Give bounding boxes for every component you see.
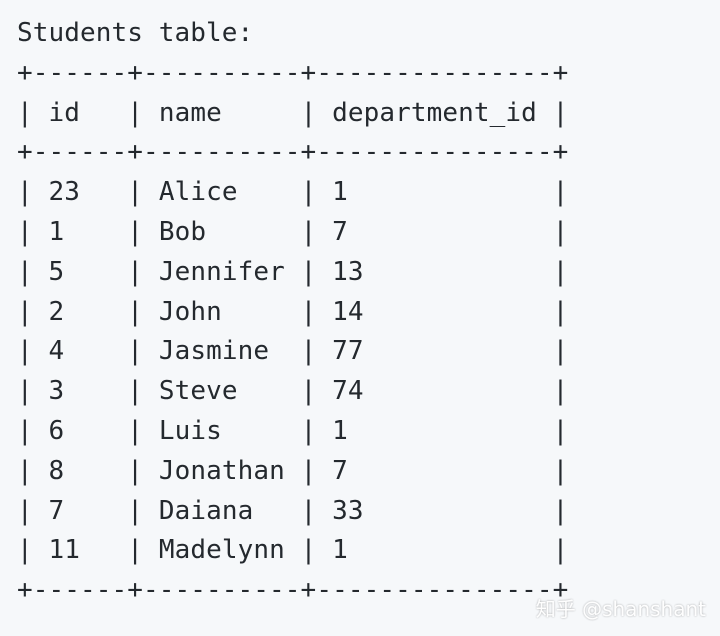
- table-border-bottom: +------+----------+---------------+: [17, 575, 569, 606]
- table-header-row: | id | name | department_id |: [17, 97, 569, 128]
- table-row: | 8 | Jonathan | 7 |: [17, 455, 569, 486]
- cell-department-id: 1: [332, 415, 348, 446]
- cell-name: Steve: [158, 376, 238, 407]
- table-border-mid: +------+----------+---------------+: [17, 137, 569, 168]
- cell-department-id: 77: [332, 336, 364, 367]
- cell-name: Jennifer: [158, 256, 285, 287]
- table-row: | 2 | John | 14 |: [17, 296, 569, 327]
- cell-id: 2: [48, 296, 65, 327]
- cell-name: Alice: [158, 177, 238, 208]
- table-border-top: +------+----------+---------------+: [17, 57, 569, 88]
- cell-department-id: 7: [332, 455, 348, 486]
- header-department-id: department_id: [332, 97, 537, 128]
- cell-department-id: 13: [332, 256, 364, 287]
- cell-department-id: 7: [332, 216, 348, 247]
- table-row: | 7 | Daiana | 33 |: [17, 495, 569, 526]
- table-row: | 6 | Luis | 1 |: [17, 415, 569, 446]
- table-row: | 3 | Steve | 74 |: [17, 376, 569, 407]
- cell-name: John: [158, 296, 222, 327]
- table-row: | 23 | Alice | 1 |: [17, 177, 569, 208]
- cell-id: 6: [48, 415, 65, 446]
- table-title: Students table:: [17, 18, 254, 48]
- cell-name: Luis: [158, 415, 222, 446]
- cell-department-id: 33: [332, 495, 364, 526]
- table-row: | 4 | Jasmine | 77 |: [17, 336, 569, 367]
- table-row: | 1 | Bob | 7 |: [17, 216, 569, 247]
- header-name: name: [158, 97, 222, 128]
- cell-id: 5: [48, 256, 65, 287]
- students-table-block: Students table: +------+----------+------…: [17, 14, 568, 611]
- cell-name: Madelynn: [158, 535, 285, 566]
- cell-department-id: 14: [332, 296, 364, 327]
- cell-department-id: 1: [332, 177, 348, 208]
- cell-department-id: 74: [332, 376, 364, 407]
- cell-id: 1: [48, 216, 65, 247]
- watermark-text: 知乎 @shanshant: [535, 597, 706, 621]
- table-row: | 5 | Jennifer | 13 |: [17, 256, 569, 287]
- cell-id: 7: [48, 495, 65, 526]
- cell-id: 3: [48, 376, 65, 407]
- cell-name: Jonathan: [158, 455, 285, 486]
- cell-department-id: 1: [332, 535, 348, 566]
- table-row: | 11 | Madelynn | 1 |: [17, 535, 569, 566]
- header-id: id: [48, 97, 81, 128]
- cell-name: Bob: [158, 216, 207, 247]
- cell-name: Daiana: [158, 495, 254, 526]
- cell-id: 23: [48, 177, 81, 208]
- cell-id: 4: [48, 336, 65, 367]
- cell-id: 8: [48, 455, 65, 486]
- cell-id: 11: [48, 535, 81, 566]
- cell-name: Jasmine: [158, 336, 270, 367]
